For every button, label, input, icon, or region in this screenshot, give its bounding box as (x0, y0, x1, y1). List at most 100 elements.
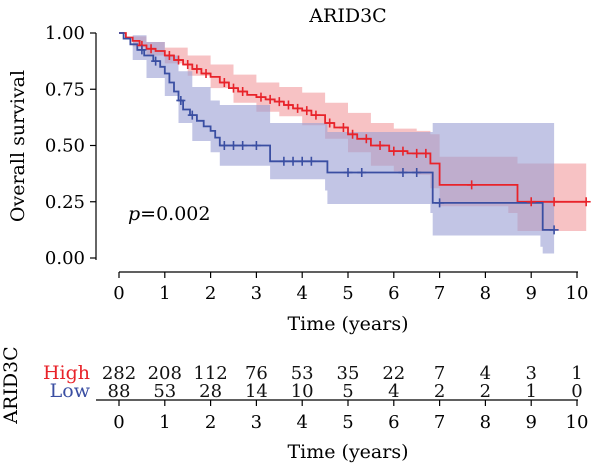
risk-x-tick-label-7: 7 (434, 412, 445, 433)
risk-cell-high-3: 76 (245, 363, 268, 384)
y-axis-label: Overall survival (7, 70, 29, 222)
risk-cell-low-6: 4 (388, 381, 399, 402)
risk-cell-low-0: 88 (108, 381, 131, 402)
risk-cell-high-4: 53 (291, 363, 314, 384)
risk-cell-high-8: 4 (480, 363, 491, 384)
censor-marks (137, 40, 591, 235)
x-tick-label-10: 10 (566, 283, 589, 304)
censor-high-3 (174, 55, 184, 65)
x-tick-label-0: 0 (113, 283, 124, 304)
censor-high-16 (311, 110, 321, 120)
censor-high-19 (348, 129, 358, 139)
x-axis-label: Time (years) (287, 313, 408, 335)
chart-title: ARID3C (308, 5, 386, 27)
risk-x-tick-label-4: 4 (296, 412, 307, 433)
risk-x-tick-label-8: 8 (480, 412, 491, 433)
risk-x-tick-label-10: 10 (566, 412, 589, 433)
risk-x-axis-ticks: 0 1 2 3 4 5 6 7 8 9 10 (113, 400, 588, 433)
risk-cell-high-10: 1 (571, 363, 582, 384)
censor-high-23 (398, 146, 408, 156)
censor-high-13 (283, 100, 293, 110)
censor-low-10 (297, 156, 307, 166)
risk-cell-low-4: 10 (291, 381, 314, 402)
censor-high-2 (164, 51, 174, 60)
risk-x-tick-label-1: 1 (159, 412, 170, 433)
p-value-annotation: p=0.002 (128, 203, 211, 225)
risk-cell-high-0: 282 (102, 363, 136, 384)
censor-low-17 (549, 225, 559, 235)
risk-cell-high-9: 3 (525, 363, 536, 384)
x-tick-label-2: 2 (205, 283, 216, 304)
risk-x-axis-label: Time (years) (287, 441, 408, 463)
censor-high-25 (421, 148, 431, 158)
censor-high-8 (229, 83, 238, 93)
y-axis-ticks: 0.00 0.25 0.50 0.75 1.00 (45, 23, 96, 269)
censor-high-20 (361, 134, 371, 144)
censor-high-12 (274, 97, 284, 107)
risk-x-tick-label-3: 3 (251, 412, 262, 433)
x-tick-label-6: 6 (388, 283, 399, 304)
censor-high-15 (302, 106, 312, 116)
curve-high (119, 32, 587, 203)
censor-high-26 (467, 180, 477, 190)
x-tick-label-3: 3 (251, 283, 262, 304)
censor-high-24 (412, 148, 422, 158)
censor-high-18 (338, 123, 348, 132)
y-tick-label-2: 0.50 (45, 136, 85, 157)
censor-high-5 (192, 64, 202, 74)
censor-high-7 (219, 78, 229, 87)
x-axis-ticks: 0 1 2 3 4 5 6 7 8 9 10 (113, 272, 588, 304)
censor-high-4 (183, 60, 193, 69)
x-tick-label-8: 8 (480, 283, 491, 304)
censor-low-2 (176, 96, 186, 105)
y-tick-label-3: 0.75 (45, 79, 85, 100)
risk-row-label-low: Low (50, 380, 91, 402)
survival-curves (119, 32, 587, 231)
risk-x-tick-label-5: 5 (342, 412, 353, 433)
risk-x-tick-label-6: 6 (388, 412, 399, 433)
risk-cell-low-10: 0 (571, 381, 582, 402)
censor-low-0 (137, 45, 147, 55)
risk-x-tick-label-0: 0 (113, 412, 124, 433)
censor-high-10 (256, 92, 266, 102)
risk-cell-low-3: 14 (245, 381, 268, 402)
risk-cell-low-2: 28 (199, 381, 222, 402)
x-tick-label-5: 5 (342, 283, 353, 304)
risk-cell-low-8: 2 (480, 381, 491, 402)
censor-high-14 (293, 103, 303, 113)
risk-cell-high-5: 35 (337, 363, 360, 384)
censor-low-1 (151, 56, 161, 66)
risk-row-label-high: High (43, 362, 90, 384)
censor-high-9 (238, 87, 248, 96)
censor-low-13 (357, 168, 367, 177)
censor-high-6 (201, 69, 211, 78)
censor-low-12 (343, 168, 353, 177)
censor-low-6 (238, 141, 248, 150)
band-low (119, 33, 555, 254)
risk-cell-low-9: 1 (525, 381, 536, 402)
risk-table-title: ARID3C (0, 346, 22, 424)
censor-high-27 (526, 197, 536, 207)
censor-high-28 (549, 197, 559, 207)
curve-low (119, 32, 555, 231)
risk-cell-low-7: 2 (434, 381, 445, 402)
censor-high-29 (581, 197, 591, 207)
censor-low-11 (306, 156, 316, 166)
y-tick-label-1: 0.25 (45, 192, 85, 213)
risk-cell-high-2: 112 (193, 363, 227, 384)
censor-high-17 (325, 118, 335, 128)
risk-cell-high-7: 7 (434, 363, 445, 384)
risk-cell-high-1: 208 (148, 363, 182, 384)
km-plot: ARID3C Overall survival 0.00 0.25 0.50 0.75… (7, 5, 591, 335)
x-tick-label-7: 7 (434, 283, 445, 304)
risk-cell-low-1: 53 (153, 381, 176, 402)
x-tick-label-4: 4 (296, 283, 307, 304)
x-tick-label-1: 1 (159, 283, 170, 304)
risk-x-tick-label-2: 2 (205, 412, 216, 433)
censor-high-22 (389, 146, 399, 156)
censor-low-8 (279, 156, 289, 166)
censor-low-9 (288, 156, 298, 166)
